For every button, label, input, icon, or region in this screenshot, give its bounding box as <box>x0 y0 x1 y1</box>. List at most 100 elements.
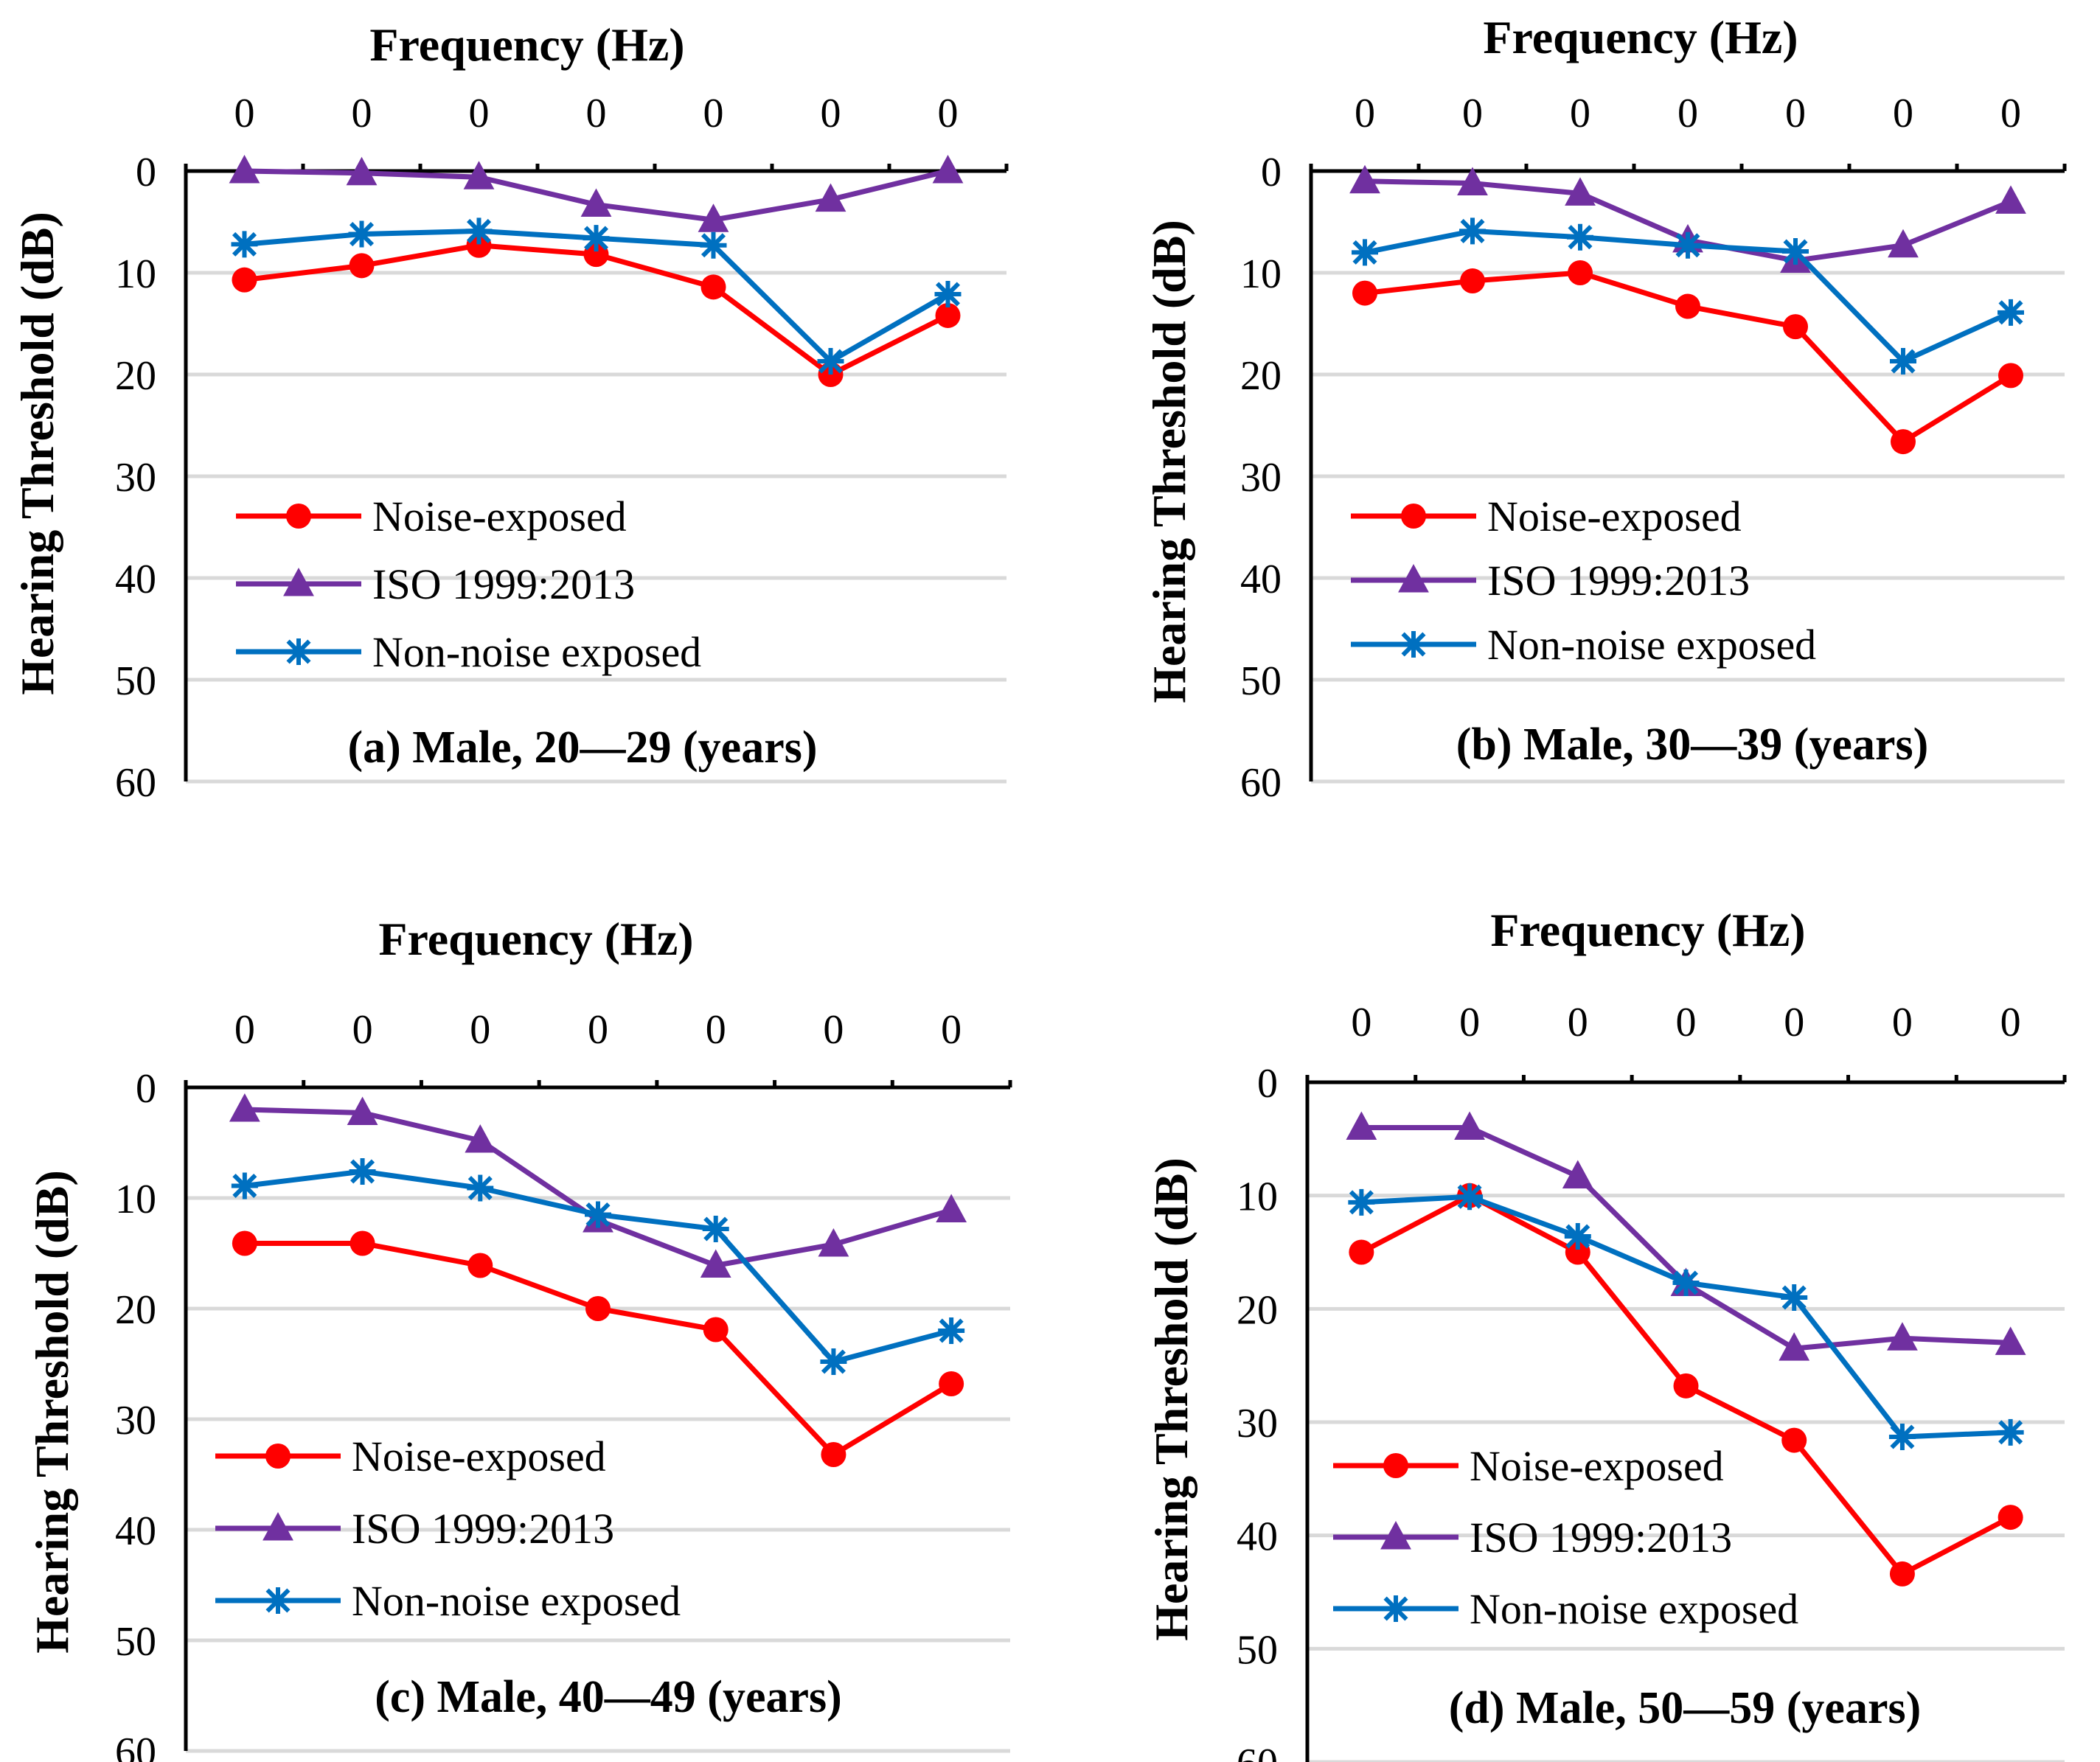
data-point <box>463 161 495 189</box>
series-non-noise-exposed <box>1348 1183 2024 1450</box>
data-point <box>1779 1332 1810 1361</box>
x-tick-label: 0 <box>1784 1000 1804 1045</box>
data-point <box>1781 1427 1807 1453</box>
data-point <box>1998 299 2024 326</box>
x-tick-label: 0 <box>823 1007 844 1053</box>
y-tick-label: 60 <box>1240 760 1282 806</box>
legend-label: ISO 1999:2013 <box>372 560 635 608</box>
data-point <box>1995 1326 2026 1355</box>
legend: Noise-exposed ISO 1999:2013 Non-noise expo… <box>236 492 701 676</box>
y-tick-label: 30 <box>1237 1401 1278 1446</box>
data-point <box>1673 1373 1699 1399</box>
data-point <box>932 155 964 184</box>
x-tick-label: 0 <box>1676 1000 1697 1045</box>
data-point <box>1675 293 1700 319</box>
data-point <box>1349 1239 1374 1265</box>
x-tick-label: 0 <box>938 91 959 136</box>
series-line <box>1361 1194 2011 1440</box>
series-non-noise-exposed <box>1352 217 2024 375</box>
y-tick-label: 0 <box>1261 150 1282 195</box>
x-tick-label: 0 <box>1677 91 1698 136</box>
data-point <box>817 348 844 375</box>
series-iso-1999-2013 <box>229 155 964 232</box>
y-tick-label: 0 <box>136 150 156 195</box>
legend-marker <box>283 568 314 596</box>
y-tick-label: 10 <box>1237 1174 1278 1220</box>
data-point <box>347 1096 378 1125</box>
panel-title: (c) Male, 40—49 (years) <box>375 1672 842 1722</box>
data-point <box>938 1317 965 1344</box>
data-point <box>350 1230 375 1256</box>
data-point <box>1562 1160 1593 1189</box>
series-noise-exposed <box>232 232 961 387</box>
x-tick-label: 0 <box>470 1007 490 1053</box>
legend-label: Noise-exposed <box>352 1432 606 1480</box>
x-tick-label: 0 <box>1785 91 1806 136</box>
legend-marker <box>1383 1453 1408 1478</box>
y-axis-title: Hearing Threshold (dB) <box>1143 220 1195 703</box>
legend-marker <box>1383 1595 1409 1622</box>
data-point <box>700 274 726 300</box>
y-tick-label: 30 <box>115 1398 156 1444</box>
x-tick-label: 0 <box>586 91 607 136</box>
x-tick-label: 0 <box>1462 91 1483 136</box>
data-point <box>1888 1423 1916 1450</box>
x-tick-label: 0 <box>352 1007 373 1053</box>
legend-label: ISO 1999:2013 <box>1487 557 1750 605</box>
y-tick-label: 50 <box>1237 1627 1278 1673</box>
x-axis-title: Frequency (Hz) <box>369 18 684 71</box>
legend-marker <box>265 1587 291 1614</box>
series-noise-exposed <box>1352 260 2023 455</box>
legend-label: Non-noise exposed <box>372 628 701 676</box>
series-line <box>244 1169 953 1365</box>
y-axis-title: Hearing Threshold (dB) <box>11 212 63 695</box>
data-point <box>821 1442 846 1467</box>
legend-marker <box>1401 504 1426 529</box>
data-point <box>229 155 260 184</box>
data-point <box>1459 217 1486 245</box>
x-tick-label: 0 <box>1351 1000 1371 1045</box>
data-point <box>1567 223 1593 251</box>
legend-label: ISO 1999:2013 <box>352 1505 614 1553</box>
x-tick-label: 0 <box>703 91 724 136</box>
x-tick-label: 0 <box>234 1007 255 1053</box>
data-point <box>815 183 846 212</box>
y-tick-label: 50 <box>115 658 156 704</box>
data-point <box>1457 167 1488 196</box>
data-point <box>1888 229 1919 258</box>
data-point <box>1352 280 1377 306</box>
data-point <box>703 1317 729 1343</box>
data-point <box>936 1194 967 1222</box>
y-tick-label: 30 <box>115 455 156 501</box>
legend: Noise-exposed ISO 1999:2013 Non-noise expo… <box>1333 1442 1798 1633</box>
y-axis-title: Hearing Threshold (dB) <box>26 1170 78 1654</box>
data-point <box>232 1230 257 1256</box>
data-point <box>1564 1222 1591 1250</box>
y-axis-title: Hearing Threshold (dB) <box>1145 1157 1197 1641</box>
legend: Noise-exposed ISO 1999:2013 Non-noise expo… <box>215 1432 681 1625</box>
series-noise-exposed <box>232 1230 964 1467</box>
data-point <box>1887 1322 1918 1351</box>
y-tick-label: 60 <box>1237 1741 1278 1762</box>
data-point <box>1891 429 1916 455</box>
data-point <box>700 231 727 259</box>
legend-label: Noise-exposed <box>1470 1442 1724 1490</box>
x-tick-label: 0 <box>1459 1000 1480 1045</box>
data-point <box>465 1124 496 1153</box>
data-point <box>349 253 375 279</box>
legend-label: Non-noise exposed <box>1487 621 1816 669</box>
legend-marker <box>1398 564 1429 593</box>
legend-label: ISO 1999:2013 <box>1470 1514 1732 1561</box>
y-tick-label: 10 <box>1240 251 1282 297</box>
data-point <box>465 217 493 245</box>
data-point <box>700 1249 731 1278</box>
data-point <box>348 220 375 248</box>
data-point <box>346 156 378 186</box>
panel-title: (d) Male, 50—59 (years) <box>1449 1683 1922 1733</box>
x-tick-label: 0 <box>941 1007 962 1053</box>
data-point <box>1346 1111 1377 1140</box>
series-line <box>244 1241 953 1458</box>
legend-marker <box>265 1444 291 1469</box>
